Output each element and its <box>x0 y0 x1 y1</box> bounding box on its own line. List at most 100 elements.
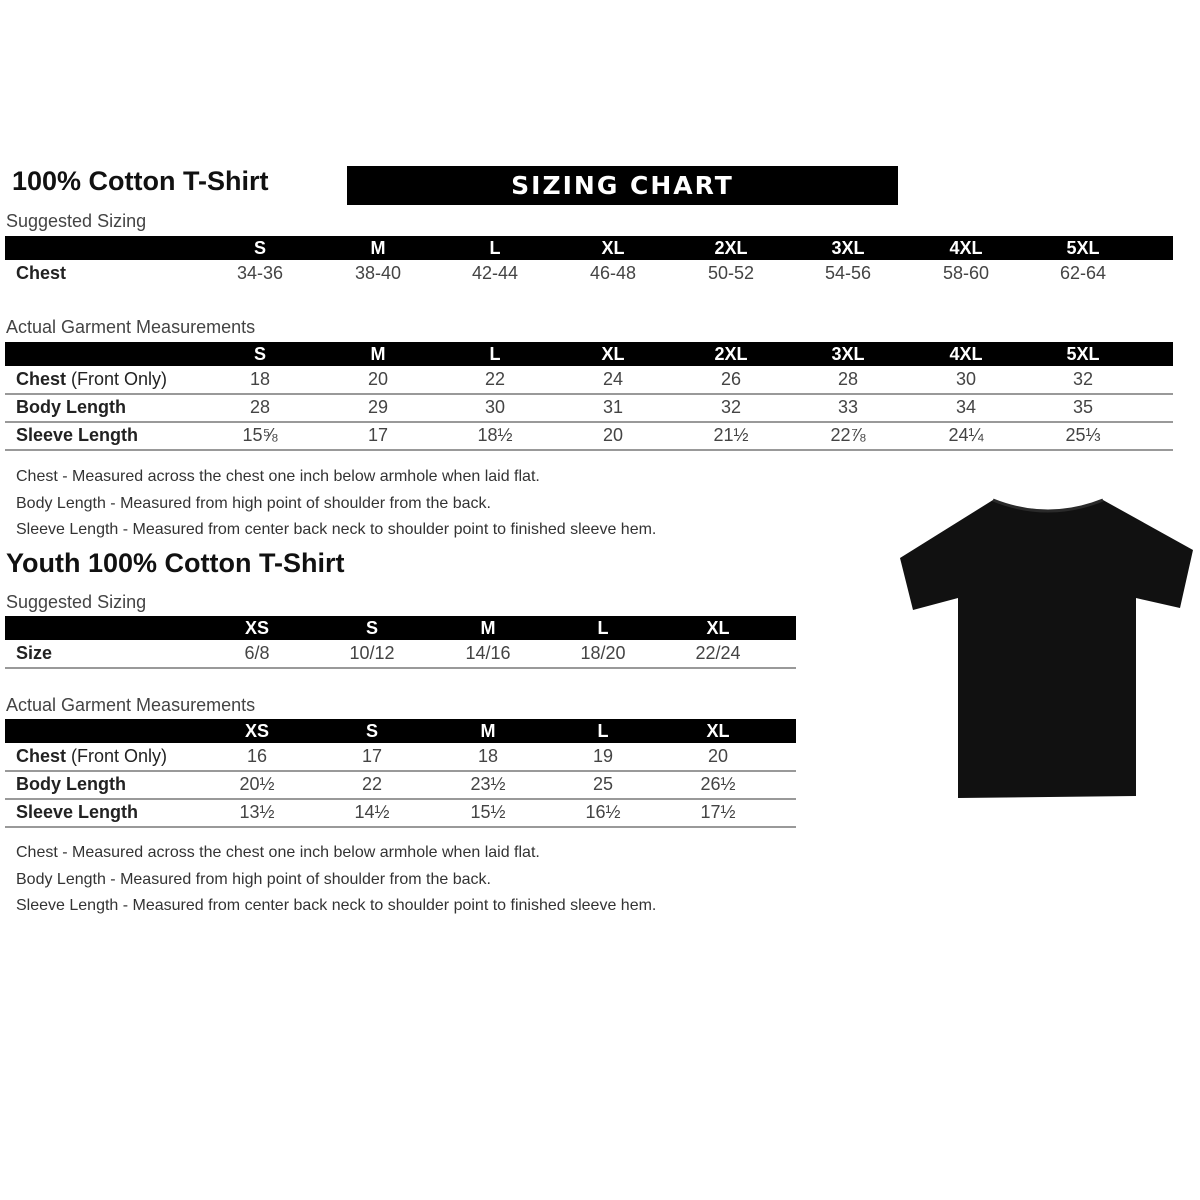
row-label: Body Length <box>16 774 126 795</box>
table-cell: 34 <box>955 397 977 417</box>
table-cell: 19 <box>592 746 614 766</box>
table-cell: 30 <box>484 397 506 417</box>
table-cell: 24¼ <box>948 425 984 445</box>
size-header: M <box>370 344 386 364</box>
row-divider <box>5 798 796 800</box>
size-header: 4XL <box>949 344 983 364</box>
table-cell: 15½ <box>470 802 506 822</box>
row-label: Size <box>16 643 52 664</box>
row-divider <box>5 421 1173 423</box>
row-divider <box>5 826 796 828</box>
adult-notes: Chest - Measured across the chest one in… <box>16 468 656 548</box>
measurement-note: Sleeve Length - Measured from center bac… <box>16 897 657 914</box>
table-cell: 50-52 <box>707 263 755 283</box>
size-header: L <box>597 618 609 638</box>
table-cell: 26 <box>720 369 742 389</box>
measurement-note: Sleeve Length - Measured from center bac… <box>16 521 657 538</box>
row-label-text: Chest <box>16 369 67 389</box>
table-cell: 15⅝ <box>242 425 278 445</box>
size-header: XL <box>706 618 730 638</box>
row-label-text: Body Length <box>16 397 126 417</box>
table-cell: 58-60 <box>942 263 990 283</box>
size-header-bar: S M L XL 2XL 3XL 4XL 5XL <box>5 342 1173 366</box>
table-cell: 16½ <box>585 802 621 822</box>
youth-actual-label: Actual Garment Measurements <box>6 695 256 715</box>
table-cell: 14/16 <box>465 643 511 663</box>
row-label-text: Sleeve Length <box>16 802 139 822</box>
table-cell: 14½ <box>354 802 390 822</box>
row-label: Chest (Front Only) <box>16 746 167 767</box>
table-cell: 28 <box>837 369 859 389</box>
adult-actual-label: Actual Garment Measurements <box>6 317 256 337</box>
size-header: 3XL <box>831 344 865 364</box>
table-cell: 6/8 <box>244 643 270 663</box>
table-cell: 20 <box>367 369 389 389</box>
size-header: 4XL <box>949 238 983 258</box>
sizing-chart-banner: SIZING CHART <box>347 166 898 205</box>
size-header: 5XL <box>1066 344 1100 364</box>
row-label: Chest (Front Only) <box>16 369 167 390</box>
size-header: M <box>480 721 496 741</box>
row-divider <box>5 667 796 669</box>
table-cell: 10/12 <box>349 643 395 663</box>
table-cell: 25⅓ <box>1065 425 1101 445</box>
measurement-note: Chest - Measured across the chest one in… <box>16 844 540 861</box>
table-cell: 38-40 <box>354 263 402 283</box>
table-cell: 42-44 <box>471 263 519 283</box>
size-header: M <box>370 238 386 258</box>
measurement-note: Chest - Measured across the chest one in… <box>16 468 540 485</box>
table-cell: 62-64 <box>1059 263 1107 283</box>
adult-suggested-table: S M L XL 2XL 3XL 4XL 5XL Chest 34-36 38-40 42-44 46-… <box>5 236 1173 283</box>
t-shirt-icon <box>900 498 1193 798</box>
table-cell: 22 <box>361 774 383 794</box>
table-cell: 21½ <box>713 425 749 445</box>
table-cell: 32 <box>720 397 742 417</box>
size-header: S <box>365 721 379 741</box>
row-label: Body Length <box>16 397 126 418</box>
youth-title: Youth 100% Cotton T-Shirt <box>6 548 345 578</box>
size-header: 2XL <box>714 344 748 364</box>
table-cell: 20 <box>707 746 729 766</box>
table-cell: 24 <box>602 369 624 389</box>
row-label-text: Chest <box>16 263 67 283</box>
table-cell: 28 <box>249 397 271 417</box>
youth-suggested-table: XS S M L XL Size 6/8 10/12 14/16 18/20 22/24 <box>5 616 796 669</box>
size-header: S <box>365 618 379 638</box>
row-label-extra: (Front Only) <box>66 746 168 766</box>
size-header: L <box>489 238 501 258</box>
row-label: Sleeve Length <box>16 425 138 446</box>
table-cell: 18 <box>249 369 271 389</box>
table-cell: 20 <box>602 425 624 445</box>
size-header: M <box>480 618 496 638</box>
measurement-note: Body Length - Measured from high point o… <box>16 870 491 888</box>
table-row: Chest (Front Only) 18 20 22 24 26 28 30 32 <box>5 366 1173 394</box>
table-cell: 25 <box>592 774 614 794</box>
table-cell: 22/24 <box>695 643 741 663</box>
adult-suggested-label: Suggested Sizing <box>6 211 147 231</box>
table-row: Size 6/8 10/12 14/16 18/20 22/24 <box>5 640 796 668</box>
size-header: 3XL <box>831 238 865 258</box>
size-header: XL <box>601 344 625 364</box>
size-header: XS <box>244 618 270 638</box>
table-cell: 32 <box>1072 369 1094 389</box>
size-header: 2XL <box>714 238 748 258</box>
size-header-bar: XS S M L XL <box>5 719 796 743</box>
measurement-note: Body Length - Measured from high point o… <box>16 494 491 512</box>
size-header-bar: S M L XL 2XL 3XL 4XL 5XL <box>5 236 1173 260</box>
table-row: Body Length 28 29 30 31 32 33 34 35 <box>5 394 1173 422</box>
row-label-text: Body Length <box>16 774 126 794</box>
table-cell: 17½ <box>700 802 736 822</box>
table-cell: 13½ <box>239 802 275 822</box>
table-row: Sleeve Length 15⅝ 17 18½ 20 21½ 22⅞ 24¼ 25⅓ <box>5 422 1173 450</box>
adult-title: 100% Cotton T-Shirt <box>12 166 269 196</box>
size-header: XL <box>706 721 730 741</box>
youth-suggested-label: Suggested Sizing <box>6 592 147 612</box>
table-cell: 18 <box>477 746 499 766</box>
size-header: L <box>489 344 501 364</box>
row-label-text: Sleeve Length <box>16 425 139 445</box>
table-row: Chest (Front Only) 16 17 18 19 20 <box>5 743 796 771</box>
table-row: Chest 34-36 38-40 42-44 46-48 50-52 54-56 58-60… <box>5 260 1173 288</box>
table-cell: 26½ <box>700 774 736 794</box>
row-label-text: Size <box>16 643 53 663</box>
table-cell: 33 <box>837 397 859 417</box>
